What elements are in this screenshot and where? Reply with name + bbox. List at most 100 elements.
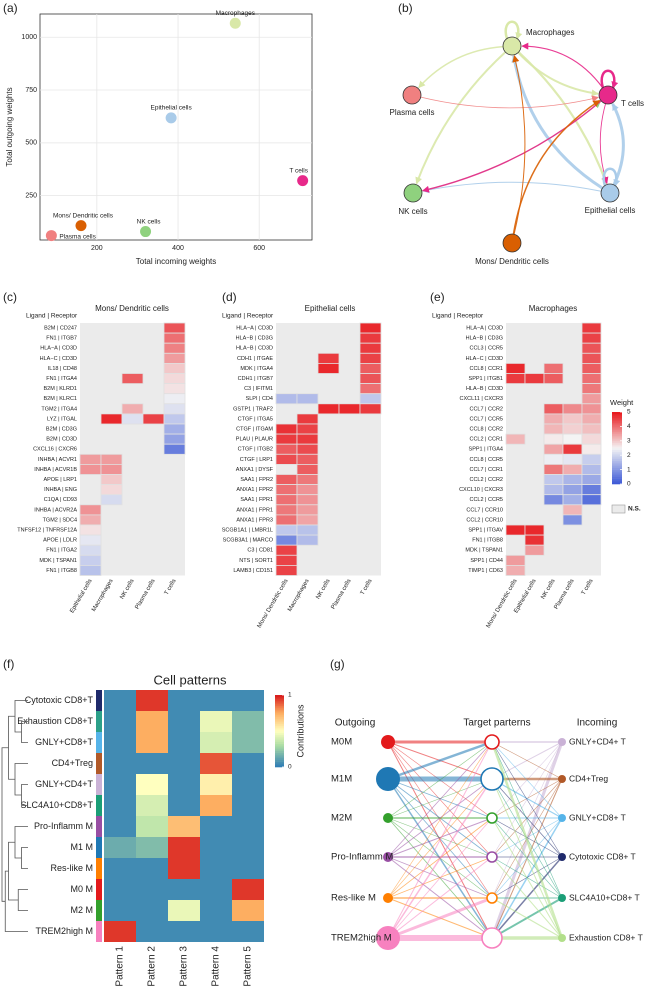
heatmap-cell [581, 443, 602, 455]
heatmap-cell [296, 413, 319, 425]
row-label: INHBA | ENG [44, 487, 77, 493]
target-link [491, 778, 563, 858]
heatmap-cell [562, 423, 583, 435]
heatmap-cell [232, 753, 264, 774]
heatmap-cell [296, 453, 319, 465]
heatmap-cell [136, 711, 168, 732]
source-link [387, 778, 493, 819]
row-label: CCL7 | CCR10 [466, 507, 503, 513]
source-label: M2M [331, 813, 352, 824]
column-header: Target parterns [463, 718, 530, 729]
row-label: HLA−A | CD3D [466, 326, 503, 332]
colorbar-step [612, 482, 622, 485]
colorbar-step [275, 759, 284, 762]
row-label: GSTP1 | TRAF2 [233, 406, 273, 412]
y-tick-label: 500 [25, 140, 37, 147]
heatmap-cell [581, 342, 602, 354]
row-label: CCL7 | CCR5 [469, 416, 503, 422]
heatmap-cell [104, 795, 136, 816]
colorbar-step [275, 695, 284, 698]
colorbar-step [612, 471, 622, 474]
heatmap-cell [275, 514, 298, 526]
x-axis-label: Total incoming weights [136, 257, 216, 266]
colorbar-step [612, 412, 622, 415]
heatmap-cell [524, 373, 545, 385]
heatmap-cell [136, 816, 168, 837]
heatmap-cell [142, 413, 165, 425]
colorbar-step [275, 745, 284, 748]
heatmap-cell [359, 393, 382, 405]
heatmap-cell [275, 453, 298, 465]
heatmap-cell [296, 524, 319, 536]
heatmap-cell [232, 900, 264, 921]
heatmap-cell [524, 544, 545, 556]
heatmap-cell [581, 484, 602, 496]
colorbar-step [275, 704, 284, 707]
pattern-node [486, 851, 498, 863]
colorbar-step [275, 725, 284, 728]
heatmap-cell [359, 352, 382, 364]
heatmap-cell [543, 474, 564, 486]
row-label: CCL2 | CCR2 [469, 477, 503, 483]
source-node [383, 813, 393, 823]
heatmap-cell [543, 362, 564, 374]
colorbar-step [275, 736, 284, 739]
heatmap-cell [232, 690, 264, 711]
row-label: CDH1 | ITGAE [237, 356, 273, 362]
source-node [376, 926, 400, 950]
colorbar-step [612, 415, 622, 418]
row-label: Pro-Inflamm M [34, 821, 93, 831]
point [140, 226, 152, 238]
target-label: CD4+Treg [569, 773, 608, 783]
heatmap-cell [136, 900, 168, 921]
row-color [96, 732, 102, 753]
row-label: MDK | TSPAN1 [39, 558, 77, 564]
heatmap-cell [581, 332, 602, 344]
column-label: Pattern 2 [147, 946, 158, 987]
heatmap-cell [163, 362, 186, 374]
x-tick-label: 400 [172, 245, 184, 252]
colorbar-step [612, 421, 622, 424]
target-link [491, 856, 563, 939]
heatmap-cell [505, 524, 526, 536]
row-label: M1 M [71, 842, 94, 852]
target-link [491, 778, 563, 819]
row-label: INHBA | ACVR1B [34, 467, 77, 473]
row-label: C3 | CD81 [247, 548, 273, 554]
colorbar-step [612, 467, 622, 470]
colorbar-step [612, 417, 622, 420]
row-color [96, 711, 102, 732]
point [75, 220, 87, 232]
point [165, 112, 177, 124]
row-label: HLA−C | CD3D [466, 356, 503, 362]
source-link [387, 856, 493, 939]
heatmap-cell [562, 443, 583, 455]
source-label: TREM2high M [331, 933, 392, 944]
heatmap-cell [168, 858, 200, 879]
row-label: TGM2 | SDC4 [43, 517, 77, 523]
row-label: HLA−C | CD3D [40, 356, 77, 362]
target-link [491, 741, 563, 858]
row-label: MDK | ITGA4 [240, 366, 273, 372]
heatmap-cell [562, 504, 583, 516]
row-label: SLC4A10+CD8+T [20, 800, 93, 810]
colorbar-step [612, 460, 622, 463]
row-label: MDK | TSPAN1 [465, 548, 503, 554]
heatmap-cell [543, 423, 564, 435]
colorbar-step [612, 437, 622, 440]
heatmap-cell [296, 534, 319, 546]
node [502, 233, 522, 253]
colorbar-step [275, 711, 284, 714]
row-color [96, 900, 102, 921]
heatmap-cell [338, 403, 361, 415]
source-label: Res-like M [331, 893, 376, 904]
node [402, 85, 422, 105]
source-label: Pro-Inflamm M [331, 852, 393, 863]
heatmap-cell [104, 858, 136, 879]
self-loop [602, 167, 621, 187]
colorbar-step [275, 707, 284, 710]
row-label: FN1 | ITGB8 [472, 538, 503, 544]
colorbar-step [275, 752, 284, 755]
row-header: Ligand | Receptor [222, 313, 274, 320]
colorbar-step [612, 462, 622, 465]
